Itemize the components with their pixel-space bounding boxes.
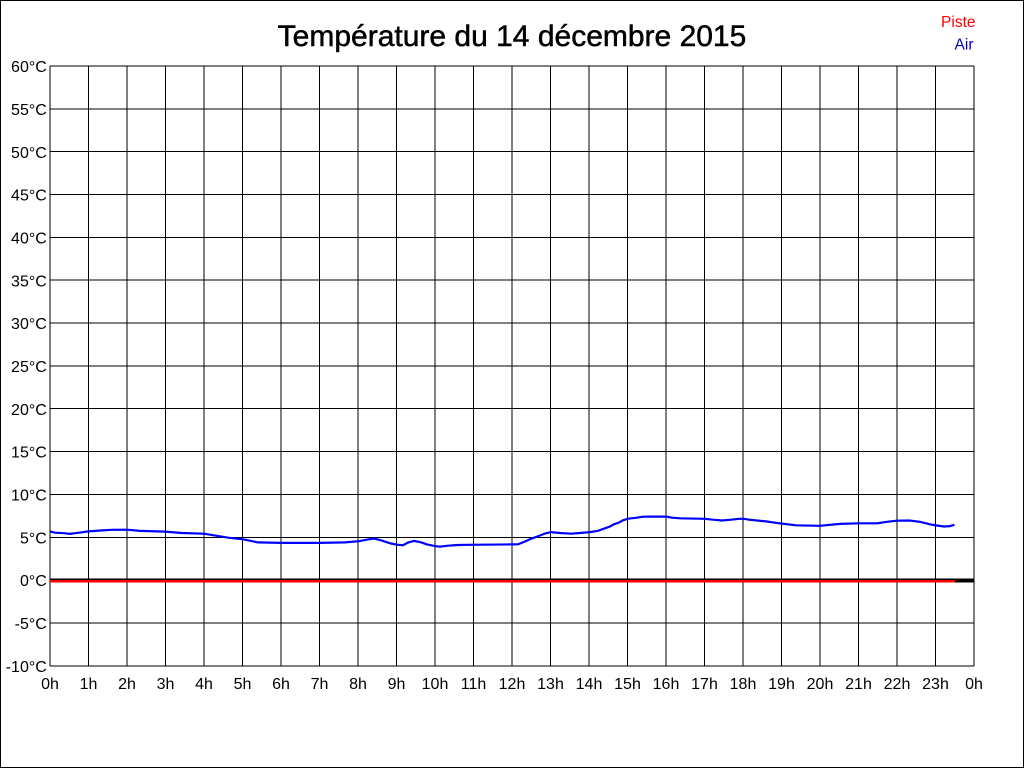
svg-text:20h: 20h xyxy=(807,676,834,693)
svg-text:45°C: 45°C xyxy=(11,188,47,205)
svg-text:-5°C: -5°C xyxy=(15,616,47,633)
svg-text:2h: 2h xyxy=(118,676,136,693)
svg-text:25°C: 25°C xyxy=(11,359,47,376)
svg-text:11h: 11h xyxy=(461,676,487,693)
svg-text:10h: 10h xyxy=(422,676,449,693)
svg-text:6h: 6h xyxy=(272,676,290,693)
svg-text:Température du 14 décembre 201: Température du 14 décembre 2015 xyxy=(278,20,747,53)
svg-text:15h: 15h xyxy=(614,676,641,693)
svg-text:0h: 0h xyxy=(41,676,59,693)
svg-text:14h: 14h xyxy=(576,676,603,693)
svg-text:-10°C: -10°C xyxy=(6,659,47,676)
svg-text:8h: 8h xyxy=(349,676,367,693)
svg-text:Air: Air xyxy=(955,36,974,53)
svg-text:4h: 4h xyxy=(195,676,213,693)
svg-text:19h: 19h xyxy=(768,676,795,693)
svg-text:30°C: 30°C xyxy=(11,316,47,333)
svg-text:1h: 1h xyxy=(80,676,98,693)
svg-text:20°C: 20°C xyxy=(11,402,47,419)
svg-text:3h: 3h xyxy=(157,676,175,693)
svg-text:9h: 9h xyxy=(388,676,406,693)
svg-text:15°C: 15°C xyxy=(11,445,47,462)
svg-text:17h: 17h xyxy=(691,676,718,693)
svg-text:10°C: 10°C xyxy=(11,488,47,505)
svg-text:23h: 23h xyxy=(922,676,949,693)
svg-text:55°C: 55°C xyxy=(11,102,47,119)
svg-text:5h: 5h xyxy=(234,676,252,693)
svg-text:0h: 0h xyxy=(965,676,983,693)
svg-text:21h: 21h xyxy=(845,676,872,693)
svg-text:16h: 16h xyxy=(653,676,680,693)
svg-text:13h: 13h xyxy=(537,676,564,693)
svg-text:5°C: 5°C xyxy=(20,530,47,547)
svg-text:12h: 12h xyxy=(499,676,526,693)
svg-text:0°C: 0°C xyxy=(20,573,47,590)
svg-text:50°C: 50°C xyxy=(11,145,47,162)
svg-text:22h: 22h xyxy=(884,676,911,693)
svg-text:60°C: 60°C xyxy=(11,59,47,76)
svg-text:35°C: 35°C xyxy=(11,273,47,290)
svg-text:Piste: Piste xyxy=(941,14,975,31)
svg-text:7h: 7h xyxy=(311,676,329,693)
svg-text:40°C: 40°C xyxy=(11,230,47,247)
svg-text:18h: 18h xyxy=(730,676,757,693)
